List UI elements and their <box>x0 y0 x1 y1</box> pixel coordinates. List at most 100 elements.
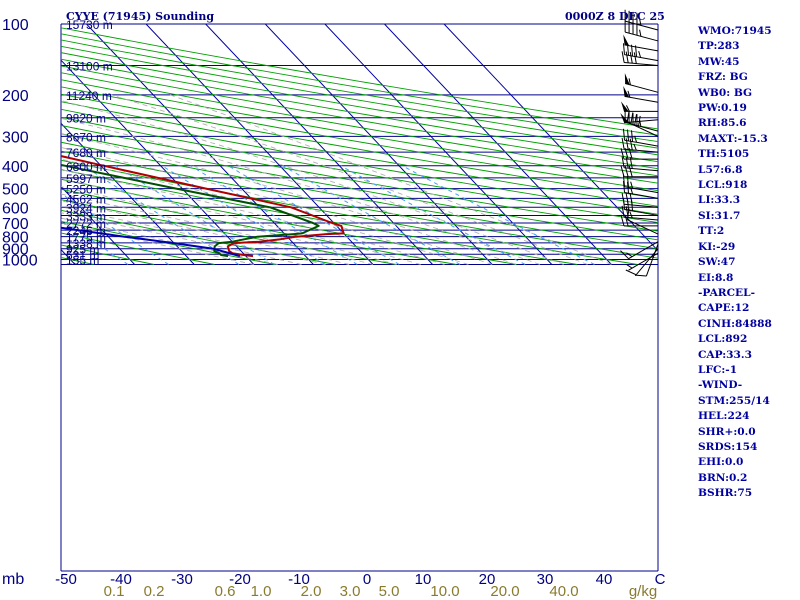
pressure-axis-title: mb <box>2 571 24 588</box>
height-label: 1338 m <box>66 237 106 251</box>
mixing-ratio-line <box>61 218 129 265</box>
height-label: 6800 m <box>66 160 106 174</box>
index-row: SRDS:154 <box>698 440 758 453</box>
series-dewpoint <box>61 163 320 258</box>
mixing-ratio-line <box>190 165 358 265</box>
moist-adiabat <box>61 186 397 265</box>
temperature-tick-label: -20 <box>229 571 251 588</box>
dry-adiabat <box>61 108 658 215</box>
pressure-tick-label: 900 <box>2 242 29 259</box>
mixing-ratio-tick-label: 0.6 <box>215 583 236 600</box>
indices-panel: WMO:71945 TP:283 MW:45 FRZ: BG WB0: BG PW:0.1… <box>698 24 798 502</box>
dry-adiabat <box>61 141 658 250</box>
wind-barb <box>620 113 659 124</box>
height-label: 925 m <box>66 243 99 257</box>
wind-barb <box>620 241 659 260</box>
wind-barb <box>622 43 659 62</box>
dry-adiabat <box>61 93 658 199</box>
index-row: TP:283 <box>698 40 740 53</box>
temperature-tick-label: -40 <box>110 571 132 588</box>
dry-adiabat <box>61 58 658 163</box>
mixing-ratio-line <box>83 165 240 265</box>
index-row: RH:85.6 <box>698 117 747 130</box>
height-label: 3924 m <box>66 201 106 215</box>
index-row: HEL:224 <box>698 410 750 423</box>
dry-adiabat <box>61 150 658 259</box>
height-label: 5250 m <box>66 183 106 197</box>
height-label: 5997 m <box>66 172 106 186</box>
mixing-ratio-tick-label: 0.2 <box>144 583 165 600</box>
dry-adiabat <box>61 199 396 265</box>
moist-adiabat <box>61 146 493 265</box>
sounding-profiles <box>61 155 345 258</box>
mixing-ratio-tick-label: 5.0 <box>379 583 400 600</box>
index-row: LI:33.3 <box>698 194 741 207</box>
index-row: PW:0.19 <box>698 102 747 115</box>
pressure-tick-label: 800 <box>2 230 29 247</box>
wind-barb <box>624 20 659 42</box>
temperature-tick-label: C <box>655 571 666 588</box>
dry-adiabat <box>61 45 658 149</box>
mixing-ratio-line <box>115 165 275 265</box>
moist-adiabat <box>169 94 612 265</box>
height-label: 11240 m <box>66 89 112 103</box>
height-label: 1775 m <box>66 231 106 245</box>
height-label: 2246 m <box>66 224 106 238</box>
index-row: LCL:892 <box>698 333 748 346</box>
dry-adiabat <box>61 169 578 265</box>
height-label: 2772 m <box>66 217 106 231</box>
wind-barb <box>624 73 659 93</box>
wind-barb <box>626 110 659 137</box>
isotherm-40 <box>384 24 612 265</box>
isotherm--40 <box>61 185 135 265</box>
guide-lines <box>61 24 658 265</box>
wind-barb <box>623 34 659 52</box>
moist-adiabat <box>61 193 374 265</box>
temperature-tick-label: 0 <box>363 571 371 588</box>
index-row: TT:2 <box>698 225 725 238</box>
wind-barb <box>622 128 659 147</box>
index-row: KI:-29 <box>698 240 736 253</box>
index-row: WB0: BG <box>698 86 753 99</box>
mixing-ratio-tick-label: 1.0 <box>251 583 272 600</box>
isotherm--30 <box>61 122 195 265</box>
height-label: 8670 m <box>66 130 106 144</box>
mixing-ratio-tick-label: 10.0 <box>430 583 459 600</box>
dry-adiabat <box>61 33 658 136</box>
wind-barb <box>622 175 659 194</box>
index-row: TH:5105 <box>698 148 750 161</box>
series-parcel <box>61 226 241 258</box>
index-row: -WIND- <box>698 379 743 392</box>
index-row: WMO:71945 <box>698 25 772 37</box>
mixing-ratio-tick-label: 3.0 <box>340 583 361 600</box>
chart-title: CYYE (71945) Sounding <box>66 10 214 23</box>
wind-barb <box>625 248 659 276</box>
index-row: -PARCEL- <box>698 286 755 299</box>
height-label: 3333 m <box>66 209 106 223</box>
temperature-tick-label: 40 <box>596 571 613 588</box>
index-row: STM:255/14 <box>698 394 770 407</box>
index-row: EHI:0.0 <box>698 456 744 469</box>
mixing-ratio-line <box>282 165 461 265</box>
index-row: L57:6.8 <box>698 163 743 176</box>
dry-adiabat <box>61 27 658 130</box>
mixing-ratio-tick-label: g/kg <box>629 583 657 600</box>
height-label: 531 m <box>66 248 99 262</box>
temperature-tick-label: 30 <box>537 571 554 588</box>
wind-barb <box>622 198 659 216</box>
temperature-tick-label: 20 <box>479 571 496 588</box>
moist-adiabat <box>61 206 326 265</box>
moist-adiabat <box>61 200 350 265</box>
dry-adiabat <box>61 159 638 265</box>
dry-adiabat <box>61 72 658 177</box>
temperature-tick-label: -50 <box>55 571 77 588</box>
index-row: BRN:0.2 <box>698 471 748 484</box>
dry-adiabat <box>61 124 658 232</box>
mixing-ratio-line <box>402 165 595 265</box>
temperature-tick-label: -30 <box>171 571 193 588</box>
height-label: 13100 m <box>66 59 113 73</box>
moist-adiabat <box>61 117 541 265</box>
index-row: EI:8.8 <box>698 271 734 284</box>
height-label: 7680 m <box>66 146 106 160</box>
